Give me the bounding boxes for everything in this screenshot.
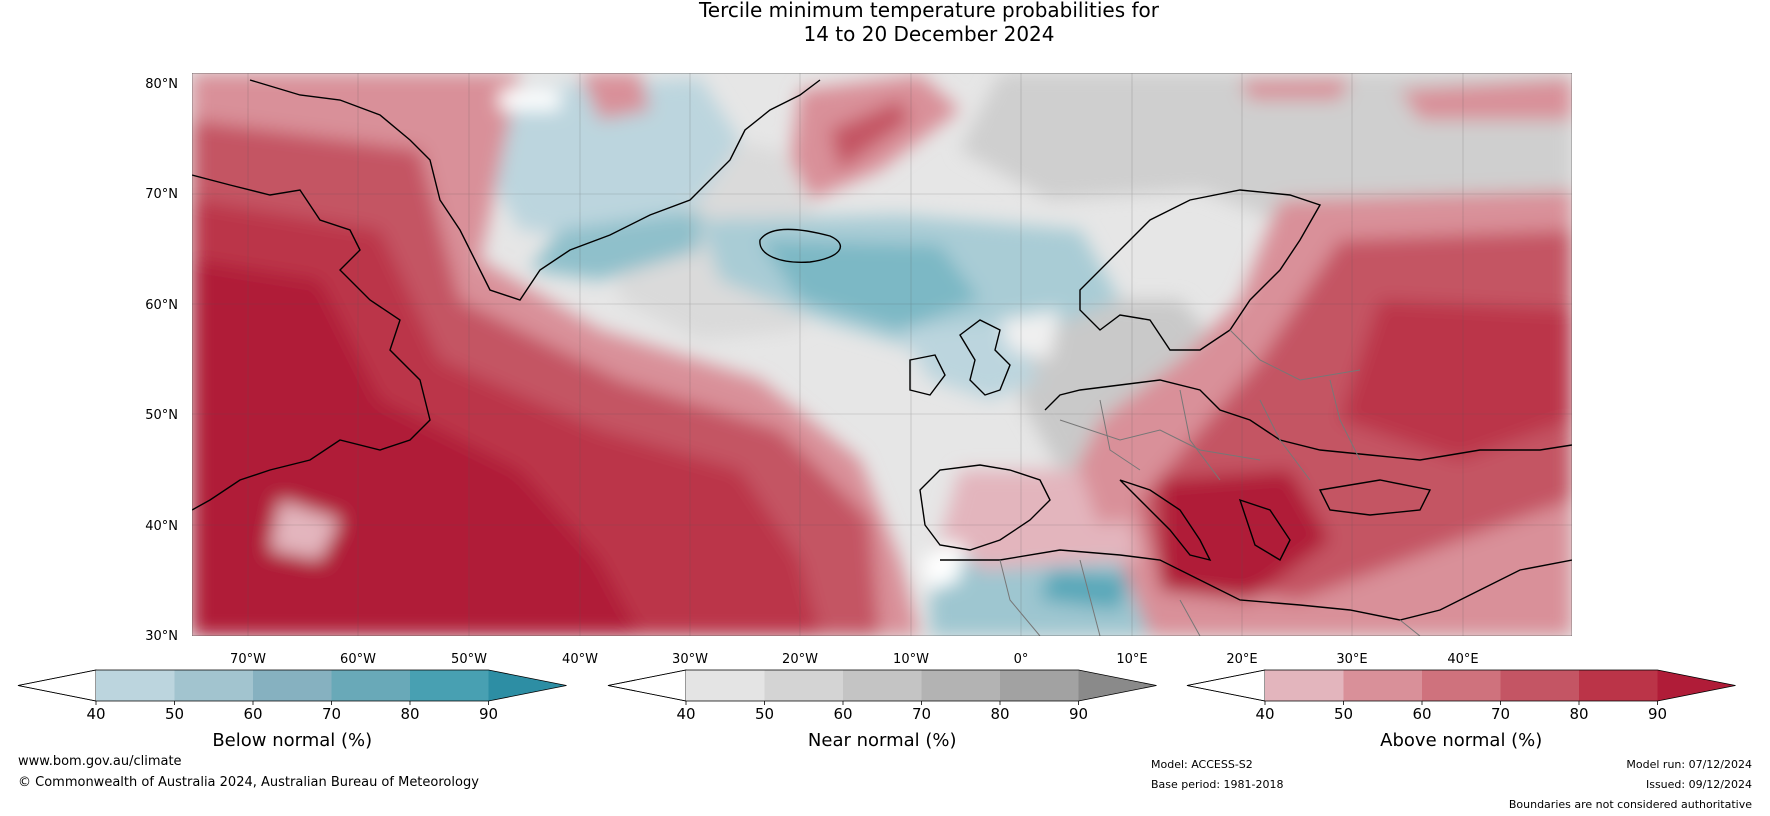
model-run-text: Model run: 07/12/2024 [1626, 758, 1752, 771]
colorbar-segment [1422, 670, 1501, 701]
lon-label: 70°W [230, 652, 266, 667]
lon-label: 10°E [1116, 652, 1147, 667]
iceland-coast [759, 228, 842, 263]
colorbar-high-extension [1078, 670, 1157, 701]
colorbar-tick-label: 70 [322, 705, 341, 723]
colorbar-label: Below normal (%) [212, 730, 372, 751]
lat-labels: 80°N 70°N 60°N 50°N 40°N 30°N [145, 77, 178, 644]
italy-coast [1119, 479, 1212, 562]
colorbar-segment [764, 670, 844, 701]
lon-label: 10°W [893, 652, 929, 667]
colorbars: 40 50 60 70 80 90 Below normal (%) 40 50 60 70 80 90… [17, 669, 1736, 751]
probability-shading [192, 73, 1572, 636]
lon-labels: 70°W 60°W 50°W 40°W 30°W 20°W 10°W 0° 10… [230, 652, 1479, 667]
country-borders [999, 329, 1421, 636]
lon-label: 50°W [451, 652, 487, 667]
issued-text: Issued: 09/12/2024 [1645, 778, 1752, 791]
colorbar-segment [921, 670, 1001, 701]
lon-label: 40°W [562, 652, 598, 667]
graticule [192, 73, 1572, 636]
colorbar-segment [1500, 670, 1580, 701]
lon-label: 0° [1014, 652, 1029, 667]
colorbar-segment [331, 670, 411, 701]
britain-coast [959, 319, 1011, 396]
colorbar-segment [1579, 670, 1658, 701]
colorbar-low-extension [17, 669, 97, 702]
colorbar-0: 40 50 60 70 80 90 Below normal (%) [17, 669, 567, 751]
europe-north-coast [1044, 379, 1572, 461]
greenland-coast [249, 79, 821, 301]
base-period-text: Base period: 1981-2018 [1151, 778, 1284, 791]
colorbar-tick-label: 80 [1569, 705, 1588, 723]
colorbar-tick-label: 90 [1069, 705, 1088, 723]
colorbar-tick-label: 50 [1334, 705, 1353, 723]
colorbar-1: 40 50 60 70 80 90 Near normal (%) [607, 669, 1157, 751]
colorbar-tick-label: 40 [676, 705, 695, 723]
colorbar-tick-label: 60 [1412, 705, 1431, 723]
title-line-2: 14 to 20 December 2024 [803, 22, 1055, 46]
website-text: www.bom.gov.au/climate [18, 754, 182, 769]
colorbar-segment [1000, 670, 1079, 701]
colorbar-tick-label: 40 [86, 705, 105, 723]
colorbar-tick-label: 90 [1648, 705, 1667, 723]
greece-coast [1238, 498, 1291, 561]
colorbar-tick-label: 70 [1491, 705, 1510, 723]
colorbar-segment [843, 670, 922, 701]
colorbar-2: 40 50 60 70 80 90 Above normal (%) [1186, 669, 1736, 751]
colorbar-tick-label: 50 [165, 705, 184, 723]
colorbar-label: Near normal (%) [808, 730, 957, 751]
colorbar-tick-label: 40 [1255, 705, 1274, 723]
title-line-1: Tercile minimum temperature probabilitie… [698, 0, 1160, 22]
colorbar-tick-label: 80 [400, 705, 419, 723]
colorbar-tick-label: 70 [912, 705, 931, 723]
probability-map [192, 73, 1572, 636]
lat-label: 50°N [145, 408, 178, 423]
coastlines [192, 79, 1572, 621]
lon-label: 20°E [1226, 652, 1257, 667]
lat-label: 80°N [145, 77, 178, 92]
colorbar-tick-label: 60 [833, 705, 852, 723]
colorbar-low-extension [1186, 669, 1266, 702]
colorbar-segment [96, 670, 175, 701]
lat-label: 60°N [145, 298, 178, 313]
colorbar-segment [1343, 670, 1423, 701]
lon-label: 20°W [782, 652, 818, 667]
colorbar-high-extension [488, 670, 567, 701]
disclaimer-text: Boundaries are not considered authoritat… [1508, 798, 1752, 811]
ireland-coast [909, 354, 946, 396]
scandinavia-coast [1079, 189, 1322, 351]
lon-label: 30°W [672, 652, 708, 667]
lat-label: 40°N [145, 519, 178, 534]
colorbar-segment [253, 670, 332, 701]
colorbar-tick-label: 60 [243, 705, 262, 723]
north-america-coast [192, 174, 431, 511]
colorbar-segment [410, 670, 489, 701]
lon-label: 60°W [340, 652, 376, 667]
colorbar-tick-label: 90 [479, 705, 498, 723]
north-africa-coast [940, 549, 1572, 621]
iberia-coast [919, 464, 1051, 551]
colorbar-segment [174, 670, 254, 701]
colorbar-segment [686, 670, 765, 701]
map-title: Tercile minimum temperature probabilitie… [0, 0, 1770, 46]
colorbar-high-extension [1657, 670, 1736, 701]
colorbar-tick-label: 80 [990, 705, 1009, 723]
model-text: Model: ACCESS-S2 [1151, 758, 1253, 771]
colorbar-segment [1265, 670, 1344, 701]
colorbar-low-extension [607, 669, 687, 702]
colorbar-tick-label: 50 [755, 705, 774, 723]
black-sea-coast [1318, 479, 1432, 516]
lat-label: 70°N [145, 187, 178, 202]
lat-label: 30°N [145, 629, 178, 644]
colorbar-label: Above normal (%) [1380, 730, 1542, 751]
lon-label: 40°E [1447, 652, 1478, 667]
copyright-text: © Commonwealth of Australia 2024, Austra… [18, 775, 479, 790]
lon-label: 30°E [1336, 652, 1367, 667]
